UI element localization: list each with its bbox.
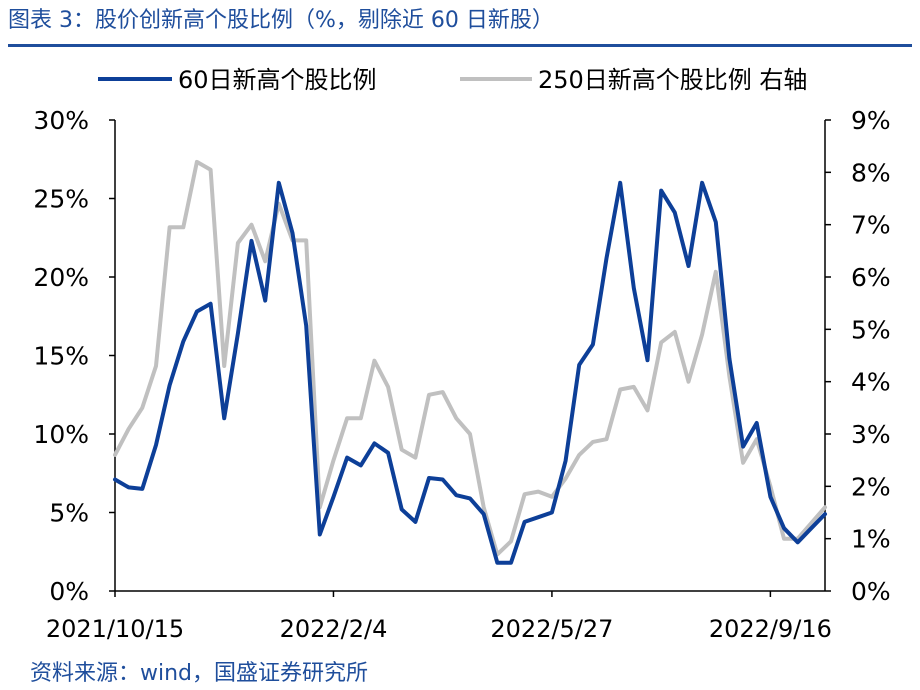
y-right-tick-label: 7% bbox=[851, 211, 891, 240]
title-rule bbox=[8, 44, 912, 47]
x-tick-label: 2022/5/27 bbox=[490, 615, 613, 643]
y-left-tick-label: 20% bbox=[33, 263, 89, 292]
y-left-tick-label: 25% bbox=[33, 185, 89, 214]
y-right-tick-label: 2% bbox=[851, 472, 891, 501]
y-right-tick-label: 1% bbox=[851, 525, 891, 554]
chart-title: 图表 3：股价创新高个股比例（%，剔除近 60 日新股） bbox=[8, 8, 554, 33]
axes: 0% 5% 10% 15% 20% 25% 30% 0% 1% 2% 3% 4% 5% 6% 7% 8% 9% 2… bbox=[33, 106, 890, 643]
legend-label-60d: 60日新高个股比例 bbox=[178, 66, 377, 94]
source-note: 资料来源：wind，国盛证券研究所 bbox=[30, 661, 369, 686]
plot-area bbox=[113, 159, 827, 565]
legend: 60日新高个股比例 250日新高个股比例 右轴 bbox=[98, 66, 807, 94]
y-left-tick-label: 30% bbox=[33, 106, 89, 135]
y-right-tick-label: 3% bbox=[851, 420, 891, 449]
legend-label-250d: 250日新高个股比例 右轴 bbox=[538, 66, 807, 94]
y-left-tick-label: 5% bbox=[49, 499, 89, 528]
y-right-tick-label: 8% bbox=[851, 158, 891, 187]
y-left-tick-label: 15% bbox=[33, 342, 89, 371]
y-right-tick-label: 9% bbox=[851, 106, 891, 135]
series-line-60d bbox=[113, 180, 827, 565]
series-line-250d bbox=[113, 159, 827, 557]
y-right-tick-label: 0% bbox=[851, 577, 891, 606]
y-right-tick-label: 5% bbox=[851, 315, 891, 344]
x-tick-label: 2022/2/4 bbox=[280, 615, 388, 643]
y-right-tick-label: 6% bbox=[851, 263, 891, 292]
y-left-tick-label: 0% bbox=[49, 577, 89, 606]
y-right-tick-label: 4% bbox=[851, 368, 891, 397]
x-tick-label: 2022/9/16 bbox=[709, 615, 832, 643]
x-tick-label: 2021/10/15 bbox=[46, 615, 184, 643]
y-left-tick-label: 10% bbox=[33, 420, 89, 449]
